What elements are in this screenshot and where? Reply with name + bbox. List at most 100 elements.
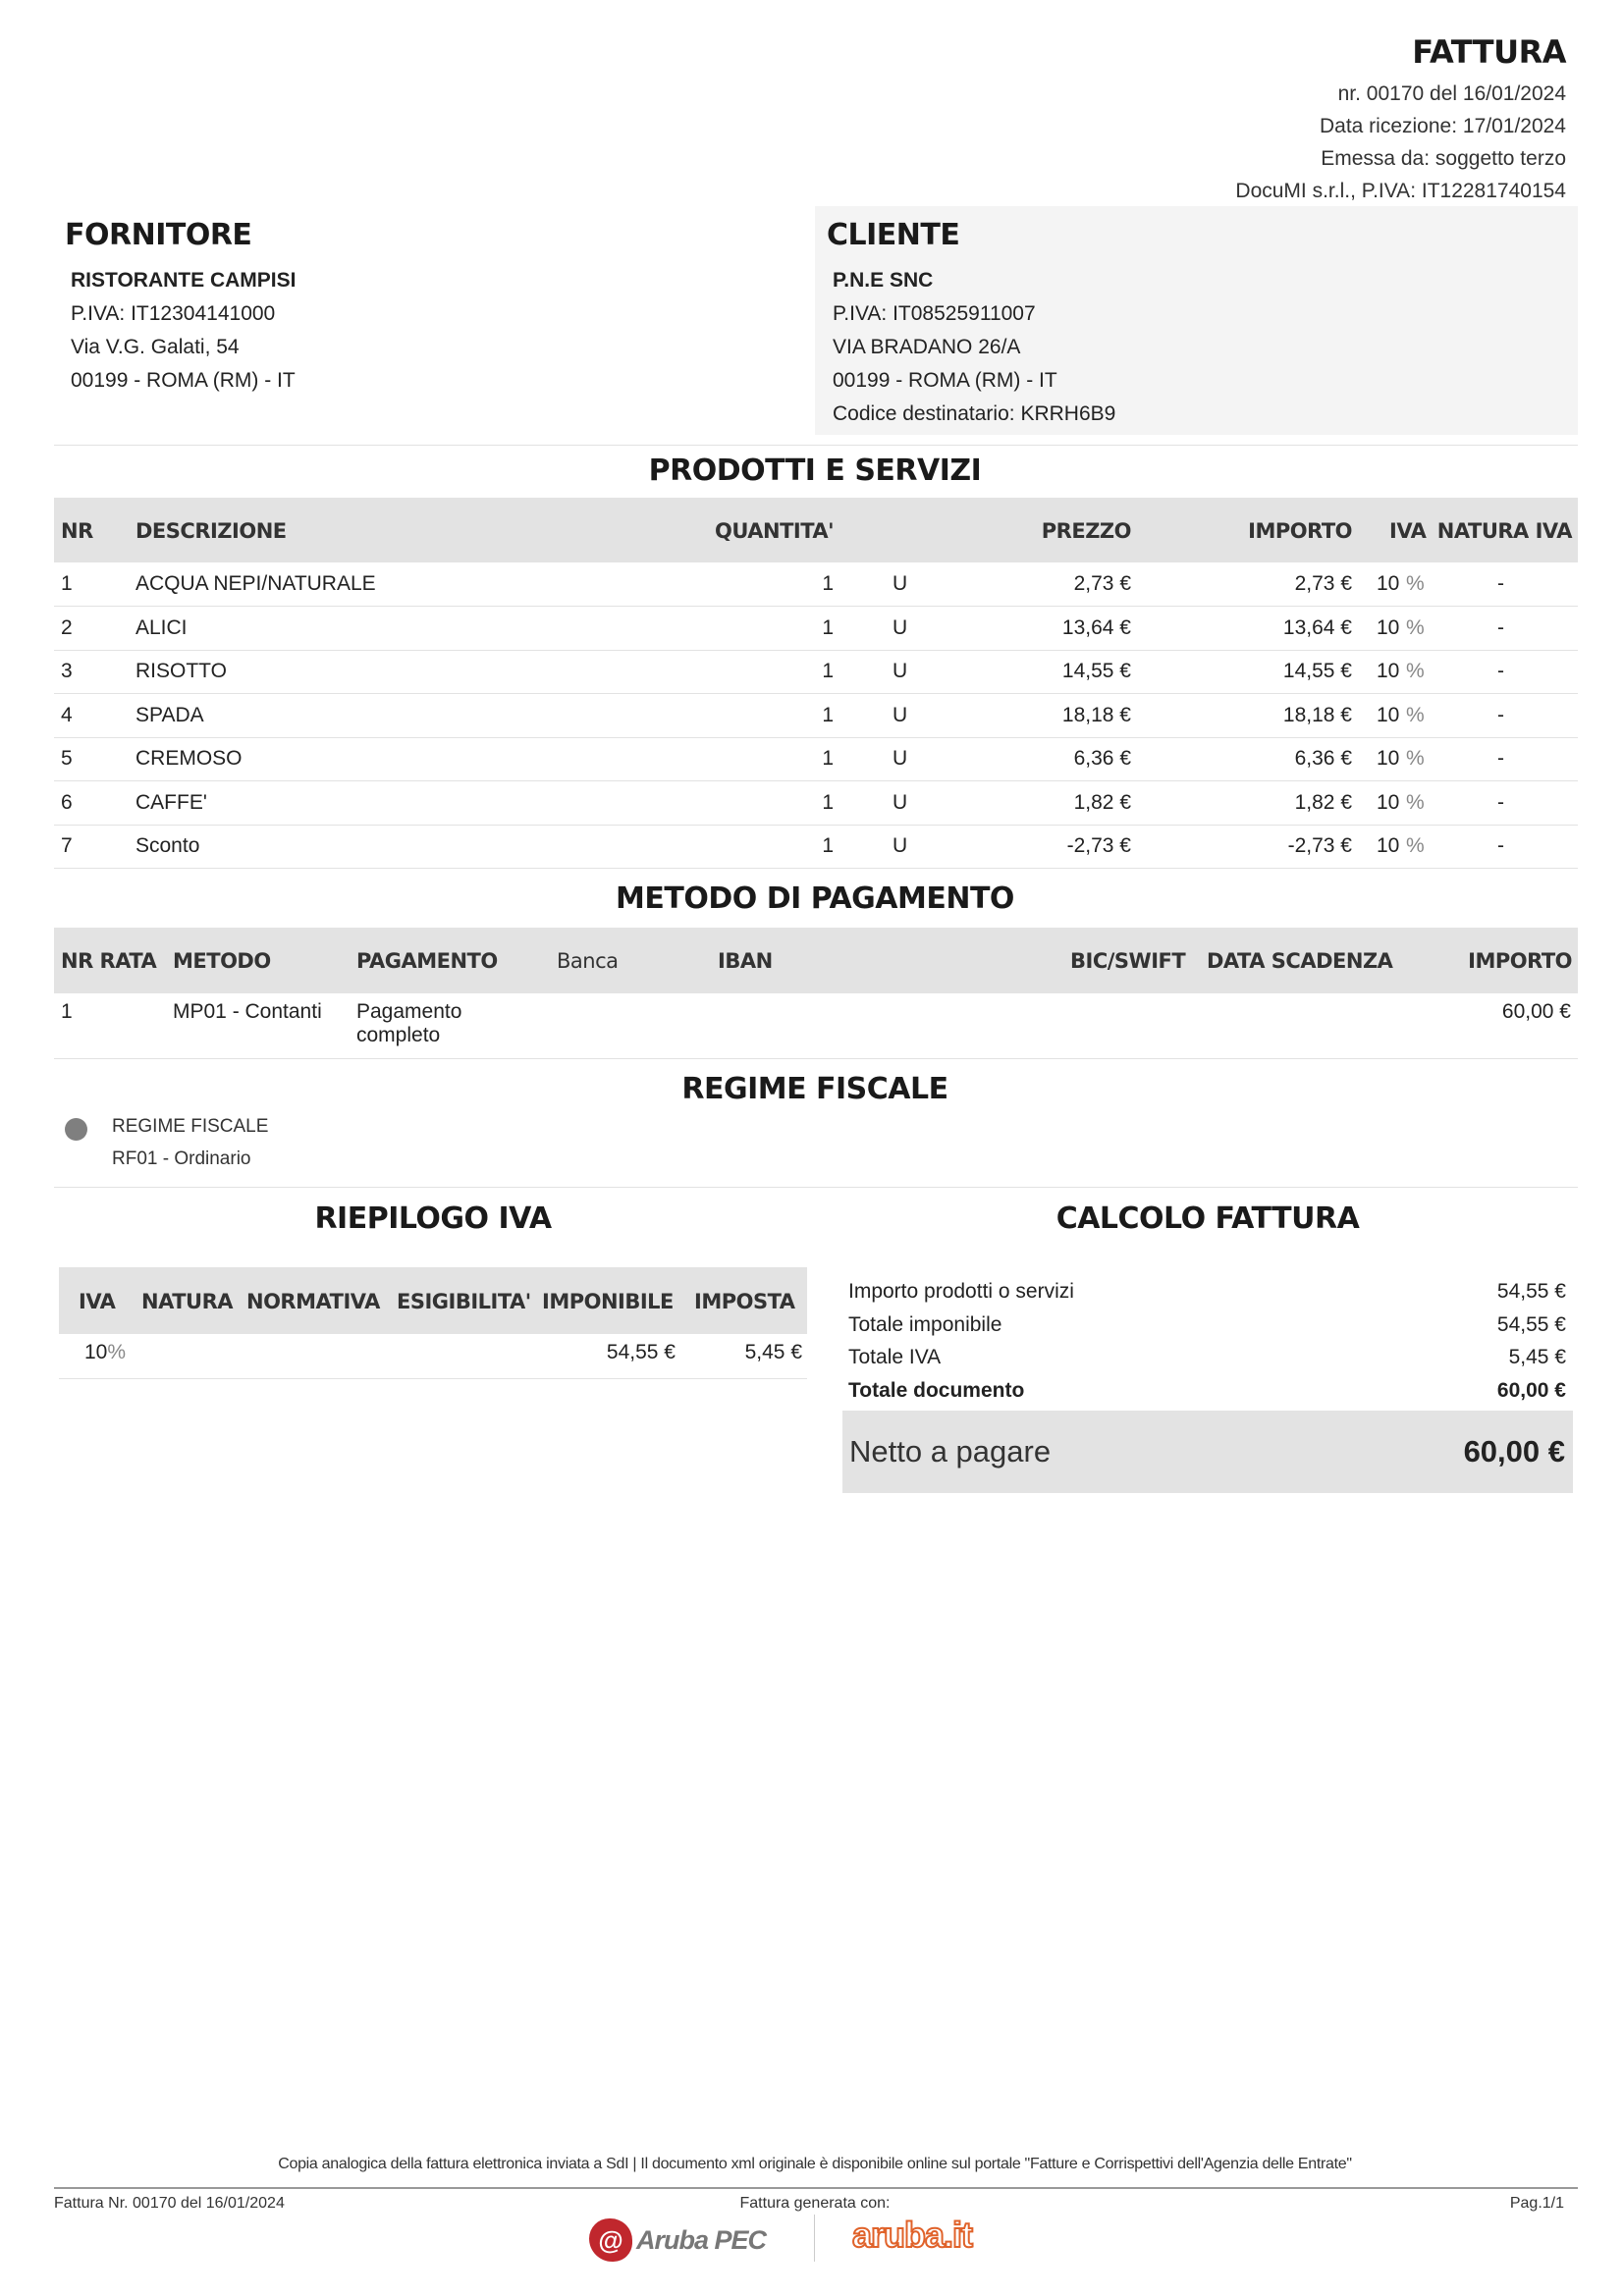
col-amount: IMPORTO [1248,519,1352,543]
row-nr: 5 [61,747,73,770]
vat-rate: 10 [84,1341,108,1363]
row-vat-nature: - [1497,834,1504,857]
col-nr: NR [61,519,93,543]
row-divider [54,649,1578,651]
footer-note: Copia analogica della fattura elettronic… [278,2156,1352,2172]
total-value: 60,00 € [1496,1378,1566,1402]
row-divider [54,736,1578,738]
col-nature: NATURA [141,1290,234,1313]
row-amount: -2,73 € [1287,834,1352,857]
row-divider [54,868,1578,869]
net-to-pay-box: Netto a pagare 60,00 € [842,1411,1573,1493]
divider [59,1378,807,1379]
supplier-city: 00199 - ROMA (RM) - IT [71,369,296,392]
document-info: nr. 00170 del 16/01/2024 Data ricezione:… [1235,78,1566,207]
total-label: Totale documento [848,1378,1025,1402]
row-unit: U [893,572,908,595]
divider [54,445,1578,446]
total-label: Importo prodotti o servizi [848,1280,1074,1303]
total-label: Totale imponibile [848,1312,1002,1336]
total-value: 5,45 € [1508,1346,1566,1368]
col-iban: IBAN [718,949,773,973]
row-quantity: 1 [822,703,834,726]
row-price: 14,55 € [1061,660,1131,682]
col-installment: NR RATA [61,949,157,973]
percent-sign: % [1406,834,1425,857]
row-quantity: 1 [822,660,834,682]
row-quantity: 1 [822,615,834,639]
divider [54,1058,1578,1059]
row-price: 2,73 € [1073,572,1131,595]
row-vat: 10 [1377,834,1400,857]
tax-amount: 5,45 € [744,1341,802,1363]
row-quantity: 1 [822,834,834,857]
row-vat-nature: - [1497,572,1504,595]
client-name: P.N.E SNC [833,269,934,292]
logo-separator [814,2215,815,2262]
row-description: SPADA [135,703,204,726]
col-due-date: DATA SCADENZA [1207,949,1393,973]
footer-invoice-ref: Fattura Nr. 00170 del 16/01/2024 [54,2195,285,2212]
row-price: 1,82 € [1073,790,1131,814]
client-city: 00199 - ROMA (RM) - IT [833,369,1057,392]
row-price: 13,64 € [1061,615,1131,639]
col-tax: IMPOSTA [694,1290,795,1313]
regime-label: REGIME FISCALE [112,1116,269,1137]
total-value: 54,55 € [1496,1312,1566,1336]
row-unit: U [893,747,908,770]
row-description: ALICI [135,615,188,639]
col-price: PREZZO [1041,519,1132,543]
client-section: CLIENTE P.N.E SNC P.IVA: IT08525911007 V… [815,206,1578,435]
supplier-address: Via V.G. Galati, 54 [71,336,240,358]
aruba-pec-logo: @ Aruba PEC [589,2218,767,2262]
supplier-heading: FORNITORE [65,218,252,252]
col-vat-rate: IVA [79,1290,116,1313]
bullet-icon [65,1118,87,1141]
row-unit: U [893,703,908,726]
row-nr: 4 [61,703,73,726]
percent-sign: % [1406,747,1425,770]
percent-sign: % [1406,790,1425,814]
row-unit: U [893,660,908,682]
row-nr: 1 [61,572,73,595]
total-row: Totale imponibile 54,55 € [848,1308,1566,1342]
row-amount: 1,82 € [1294,790,1352,814]
row-unit: U [893,615,908,639]
installment-nr: 1 [61,1000,73,1023]
col-chargeability: ESIGIBILITA' [397,1290,531,1313]
receipt-date: Data ricezione: 17/01/2024 [1319,115,1566,137]
aruba-it-logo: aruba.it [851,2214,974,2256]
row-amount: 2,73 € [1294,572,1352,595]
issued-by: Emessa da: soggetto terzo [1321,147,1566,170]
total-value: 54,55 € [1496,1280,1566,1303]
products-header: NR DESCRIZIONE QUANTITA' PREZZO IMPORTO … [54,498,1578,562]
row-vat-nature: - [1497,660,1504,682]
row-vat: 10 [1377,615,1400,639]
client-vat: P.IVA: IT08525911007 [833,302,1036,325]
supplier-section: FORNITORE RISTORANTE CAMPISI P.IVA: IT12… [65,218,296,398]
client-recipient-code: Codice destinatario: KRRH6B9 [833,402,1116,425]
percent-sign: % [1406,660,1425,682]
row-amount: 13,64 € [1282,615,1352,639]
footer-divider [54,2187,1578,2189]
row-description: RISOTTO [135,660,227,682]
col-taxable: IMPONIBILE [542,1290,674,1313]
col-bic: BIC/SWIFT [1070,949,1186,973]
row-description: CAFFE' [135,790,207,814]
payment-amount: 60,00 € [1501,1000,1571,1023]
percent-sign: % [1406,703,1425,726]
row-unit: U [893,790,908,814]
col-payment-amount: IMPORTO [1468,949,1572,973]
net-to-pay-value: 60,00 € [1463,1434,1565,1468]
payment-type-line: Pagamento [356,1000,462,1023]
supplier-vat: P.IVA: IT12304141000 [71,302,276,325]
issuer-info: DocuMI s.r.l., P.IVA: IT12281740154 [1235,180,1566,202]
products-title: PRODOTTI E SERVIZI [648,454,982,488]
percent-sign: % [1406,572,1425,595]
payment-method: MP01 - Contanti [173,1000,322,1023]
vat-summary-title: RIEPILOGO IVA [314,1201,552,1236]
col-regulation: NORMATIVA [246,1290,380,1313]
row-nr: 3 [61,660,73,682]
total-row: Totale IVA 5,45 € [848,1341,1566,1374]
row-description: CREMOSO [135,747,243,770]
